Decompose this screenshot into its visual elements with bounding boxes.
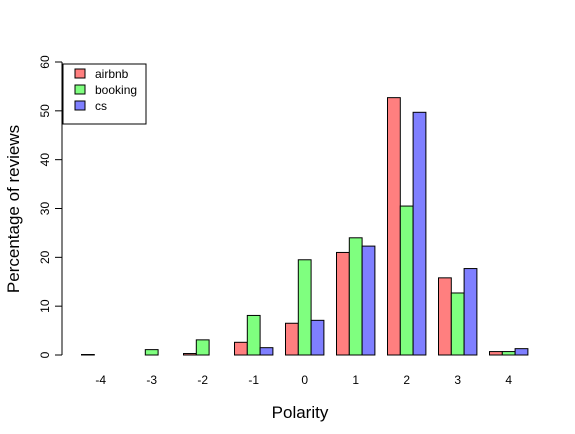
legend-label-booking: booking — [95, 83, 137, 97]
bar-booking--2 — [195, 339, 210, 356]
y-ticks: 0 10 20 30 40 50 60 — [38, 55, 62, 358]
bar-cs-4 — [514, 348, 529, 356]
legend-swatch-cs — [74, 100, 86, 111]
y-tick-label: 10 — [38, 299, 52, 313]
legend-swatch-booking — [74, 84, 86, 95]
x-tick-label: -2 — [197, 373, 208, 387]
bar-booking-1 — [348, 237, 363, 356]
y-tick-label: 30 — [38, 202, 52, 216]
x-tick-labels: -4 -3 -2 -1 0 1 2 3 4 — [95, 373, 512, 387]
x-tick-label: -1 — [248, 373, 259, 387]
y-axis-title: Percentage of reviews — [4, 125, 23, 293]
bar-airbnb-0 — [285, 322, 299, 356]
legend-label-cs: cs — [95, 99, 107, 113]
x-tick-label: 3 — [454, 373, 461, 387]
bar-booking--1 — [246, 314, 261, 356]
bar-airbnb--2 — [183, 353, 197, 356]
x-axis-title: Polarity — [272, 403, 329, 422]
bar-cs-1 — [361, 245, 376, 356]
y-tick-label: 0 — [38, 351, 52, 358]
legend-label-airbnb: airbnb — [95, 67, 129, 81]
bar-airbnb--1 — [234, 341, 248, 356]
bar-airbnb-3 — [438, 277, 452, 356]
y-tick-label: 60 — [38, 55, 52, 69]
x-tick-label: -3 — [146, 373, 157, 387]
bar-cs-3 — [463, 268, 478, 356]
legend-swatch-airbnb — [74, 68, 86, 79]
bars — [81, 97, 529, 356]
y-tick-label: 50 — [38, 104, 52, 118]
bar-airbnb-4 — [489, 351, 503, 356]
x-tick-label: 4 — [505, 373, 512, 387]
bar-airbnb-1 — [336, 251, 350, 356]
bar-cs--1 — [259, 347, 274, 356]
bar-booking-3 — [450, 292, 465, 356]
bar-airbnb-2 — [387, 97, 401, 356]
x-tick-label: -4 — [95, 373, 106, 387]
bar-booking--3 — [144, 349, 159, 356]
x-tick-label: 0 — [301, 373, 308, 387]
y-tick-label: 20 — [38, 250, 52, 264]
bar-booking-2 — [399, 205, 414, 356]
bar-booking-0 — [297, 259, 312, 356]
legend: airbnb booking cs — [62, 63, 147, 125]
x-tick-label: 1 — [352, 373, 359, 387]
x-tick-label: 2 — [403, 373, 410, 387]
bar-booking-4 — [501, 351, 516, 356]
y-tick-label: 40 — [38, 153, 52, 167]
bar-cs-2 — [412, 111, 427, 356]
bar-cs-0 — [310, 319, 325, 356]
